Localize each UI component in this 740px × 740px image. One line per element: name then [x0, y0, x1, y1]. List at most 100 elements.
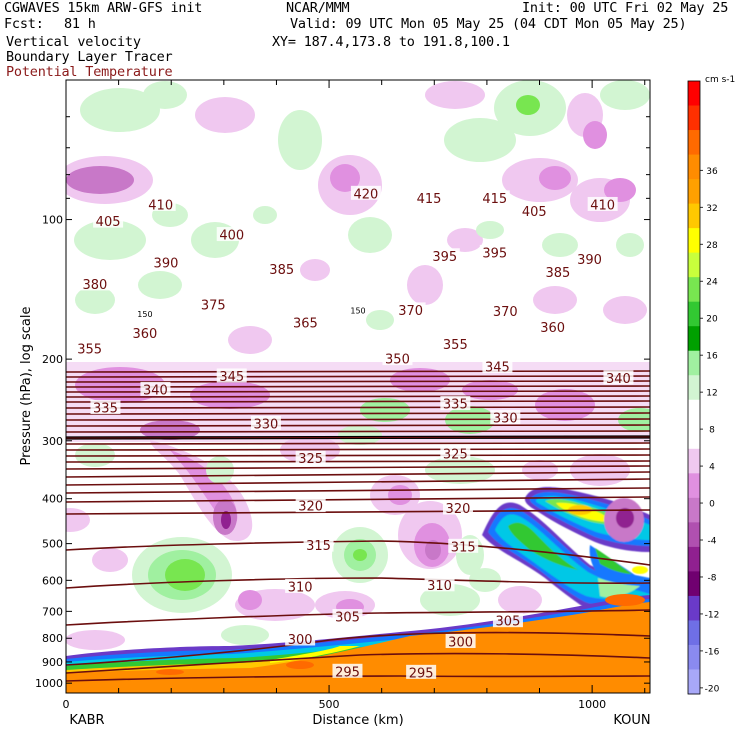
upper-level-velocity-field	[66, 80, 650, 354]
colorbar-swatch	[688, 424, 700, 450]
theta-label: 355	[77, 342, 102, 357]
theta-label: 380	[83, 278, 108, 293]
colorbar-tick-label: 0	[709, 500, 715, 510]
theta-label-bg	[395, 302, 426, 317]
cross-section-endpoints: XY= 187.4,173.8 to 191.8,100.1	[272, 34, 510, 50]
theta-label-bg	[332, 609, 363, 624]
theta-label: 395	[482, 246, 507, 261]
colorbar-tick-label: 32	[706, 204, 717, 214]
plot-frame	[65, 79, 651, 694]
y-tick-label: 300	[42, 435, 63, 448]
theta-label: 370	[398, 304, 423, 319]
theta-label: 400	[219, 229, 244, 244]
theta-label: 355	[443, 338, 468, 353]
theta-contour-labels: 420 415 415 405 410 405 410 400 390 395 395 390 380 3…	[74, 185, 634, 681]
colorbar-swatch	[688, 448, 700, 474]
theta-label-bg	[74, 340, 105, 355]
tropopause-label: 150	[350, 306, 365, 315]
vertical-velocity-colorbar: 36 32 28 24 20 16 12 8 4 0 -4 -8 -12 -16 -20	[687, 80, 720, 695]
theta-label: 310	[427, 579, 452, 594]
theta-label-bg	[295, 450, 326, 465]
theta-label-bg	[479, 190, 510, 205]
theta-label: 325	[443, 447, 468, 462]
theta-label-bg	[448, 538, 479, 553]
theta-label: 320	[446, 502, 471, 517]
theta-label-bg	[93, 213, 124, 228]
theta-label-bg	[150, 254, 181, 269]
tropopause-label: 150	[137, 310, 152, 319]
colorbar-swatch	[688, 350, 700, 376]
theta-label: 405	[96, 215, 121, 230]
y-tick-label: 100	[42, 214, 63, 227]
colorbar-tick-label: -12	[705, 610, 720, 620]
colorbar-swatch	[688, 473, 700, 499]
organization-label: NCAR/MMM	[286, 0, 350, 16]
colorbar-swatch	[688, 644, 700, 670]
colorbar-tick-label: 28	[706, 241, 718, 251]
colorbar-swatch	[688, 252, 700, 278]
theta-label: 345	[219, 370, 244, 385]
theta-label-bg	[442, 500, 473, 515]
theta-label-bg	[129, 325, 160, 340]
colorbar-swatch	[688, 497, 700, 523]
colorbar-tick-label: 8	[709, 426, 715, 436]
theta-label-bg	[424, 577, 455, 592]
colorbar-swatch	[688, 179, 700, 205]
y-tick-label: 800	[42, 632, 63, 645]
theta-label: 305	[496, 615, 521, 630]
model-title: CGWAVES 15km ARW-GFS init	[4, 0, 203, 16]
theta-label-bg	[542, 264, 573, 279]
theta-label: 320	[298, 500, 323, 515]
y-tick-label: 600	[42, 574, 63, 587]
theta-label: 300	[448, 635, 473, 650]
colorbar-tick-label: -16	[705, 647, 720, 657]
y-tick-label: 1000	[35, 677, 63, 690]
x-axis-title: Distance (km)	[312, 713, 403, 728]
theta-label: 405	[522, 205, 547, 220]
colorbar-swatch	[688, 522, 700, 548]
y-tick-label: 900	[42, 656, 63, 669]
theta-label-bg	[429, 248, 460, 263]
theta-label: 390	[577, 253, 602, 268]
theta-label-bg	[490, 410, 521, 425]
theta-label: 340	[143, 383, 168, 398]
colorbar-swatch	[688, 571, 700, 597]
theta-label: 395	[432, 250, 457, 265]
x-tick-label: 500	[319, 698, 340, 711]
theta-label-bg	[145, 196, 176, 211]
theta-label: 420	[353, 187, 378, 202]
theta-label: 335	[443, 398, 468, 413]
colorbar-swatch	[688, 130, 700, 156]
theta-label: 315	[451, 540, 476, 555]
colorbar-swatch	[688, 595, 700, 621]
tropopause-label-bg	[348, 304, 368, 315]
theta-label-bg	[216, 227, 247, 242]
theta-label: 330	[493, 412, 518, 427]
colorbar-swatch	[688, 203, 700, 229]
theta-label-bg	[440, 445, 471, 460]
theta-label-bg	[490, 303, 521, 318]
theta-label-bg	[290, 314, 321, 329]
theta-label: 385	[546, 266, 571, 281]
field-vertical-velocity: Vertical velocity	[6, 34, 141, 50]
theta-label-bg	[603, 370, 634, 385]
theta-label: 330	[254, 417, 279, 432]
colorbar-swatch	[688, 301, 700, 327]
theta-label: 365	[293, 316, 318, 331]
colorbar-swatch	[688, 154, 700, 180]
theta-label: 300	[288, 633, 313, 648]
colorbar-swatch	[688, 620, 700, 646]
x-end-station: KOUN	[613, 713, 650, 728]
theta-label: 295	[335, 665, 360, 680]
colorbar-tick-label: 36	[706, 167, 718, 177]
colorbar-swatch	[688, 669, 700, 695]
colorbar-tick-label: -20	[705, 684, 720, 694]
boundary-layer-tracer-plume	[482, 486, 650, 614]
colorbar-tick-label: 12	[706, 389, 717, 399]
y-tick-label: 400	[42, 493, 63, 506]
theta-label-bg	[90, 400, 121, 415]
colorbar-unit: cm s-1	[705, 75, 735, 85]
theta-label-bg	[295, 498, 326, 513]
